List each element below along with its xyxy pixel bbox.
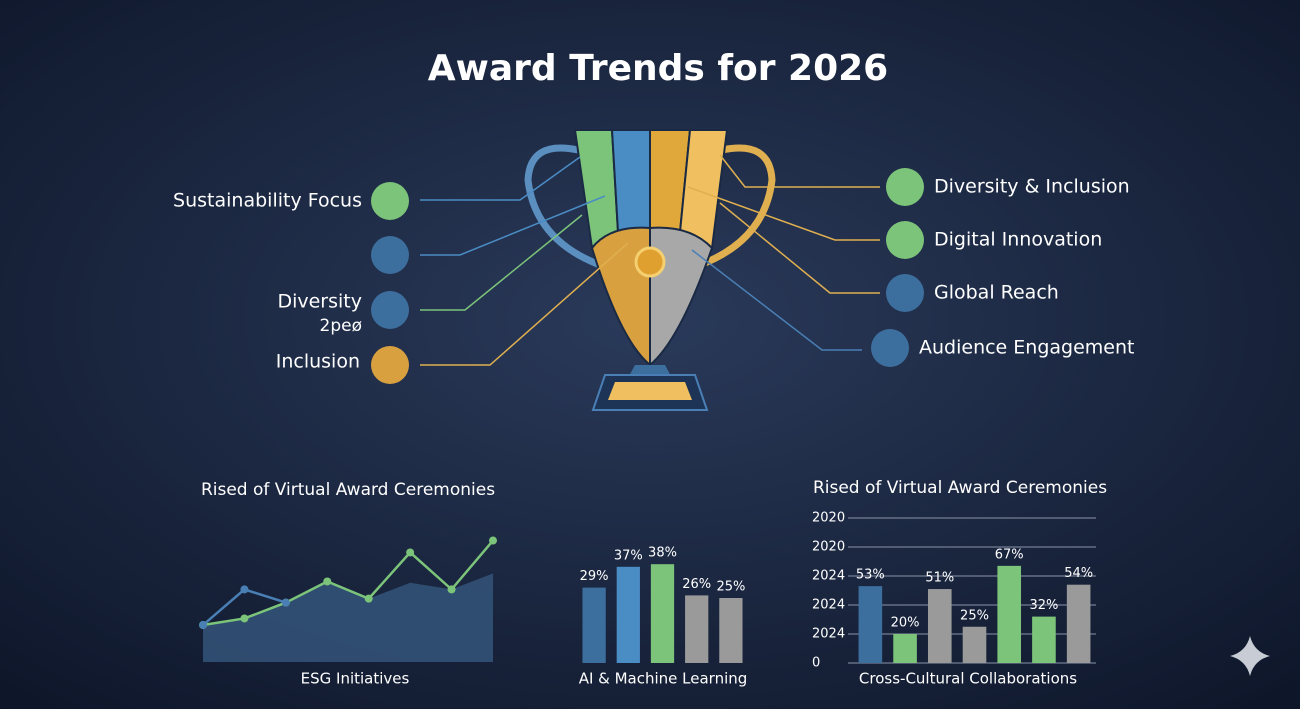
- point: [447, 585, 456, 594]
- y-tick-label: 2024: [812, 598, 845, 613]
- right-label: Diversity & Inclusion: [934, 176, 1130, 198]
- point: [406, 548, 415, 557]
- left-label: Diversity: [277, 291, 362, 313]
- point: [240, 585, 249, 594]
- value-label: 25%: [716, 580, 745, 595]
- title: Award Trends for 2026: [428, 48, 888, 89]
- point: [323, 577, 332, 586]
- y-tick-label: 2020: [812, 540, 845, 555]
- bar: [685, 595, 709, 663]
- bar: [719, 598, 743, 663]
- bar: [962, 626, 987, 663]
- point: [199, 621, 207, 630]
- value-label: 67%: [995, 547, 1024, 562]
- bar: [1032, 616, 1056, 663]
- value-label: 29%: [580, 569, 609, 584]
- bar: [650, 564, 675, 663]
- value-label: 53%: [856, 568, 885, 583]
- bar: [616, 566, 640, 663]
- line: [202, 539, 494, 627]
- x-label: Cross-Cultural Collaborations: [859, 670, 1077, 688]
- right-label: Global Reach: [934, 282, 1059, 304]
- value-label: 51%: [925, 571, 954, 586]
- left-label: Inclusion: [276, 351, 360, 373]
- left-label: Sustainability Focus: [173, 190, 362, 212]
- value-label: 25%: [960, 608, 989, 623]
- chart-title: Rised of Virtual Award Ceremonies: [813, 478, 1107, 498]
- connectors: [420, 154, 880, 366]
- bar: [858, 586, 883, 663]
- value-label: 37%: [614, 548, 643, 563]
- bar: [927, 589, 952, 663]
- value-label: 26%: [682, 577, 711, 592]
- area: [203, 573, 493, 662]
- value-label: 20%: [891, 616, 920, 631]
- bar: [1066, 584, 1091, 663]
- value-label: 38%: [648, 546, 677, 561]
- icons: [371, 168, 924, 384]
- point: [240, 614, 249, 623]
- point: [281, 598, 290, 607]
- left-label: 2peø: [320, 316, 362, 336]
- y-tick-label: 2024: [812, 569, 845, 584]
- chart-title: Rised of Virtual Award Ceremonies: [201, 480, 495, 500]
- value-label: 32%: [1029, 598, 1058, 613]
- trophy: [524, 129, 776, 411]
- right-label: Digital Innovation: [934, 229, 1102, 251]
- value-label: 54%: [1064, 566, 1093, 581]
- y-tick-label: 2020: [812, 511, 845, 526]
- x-label: ESG Initiatives: [301, 670, 410, 688]
- bar: [582, 587, 606, 663]
- x-label: AI & Machine Learning: [579, 670, 748, 688]
- bar: [997, 565, 1022, 663]
- y-tick-label: 0: [812, 656, 820, 671]
- point: [364, 594, 373, 603]
- sparkle: [1230, 636, 1270, 676]
- right-label: Audience Engagement: [919, 337, 1134, 359]
- bar: [893, 634, 917, 663]
- y-tick-label: 2024: [812, 627, 845, 642]
- point: [489, 536, 497, 545]
